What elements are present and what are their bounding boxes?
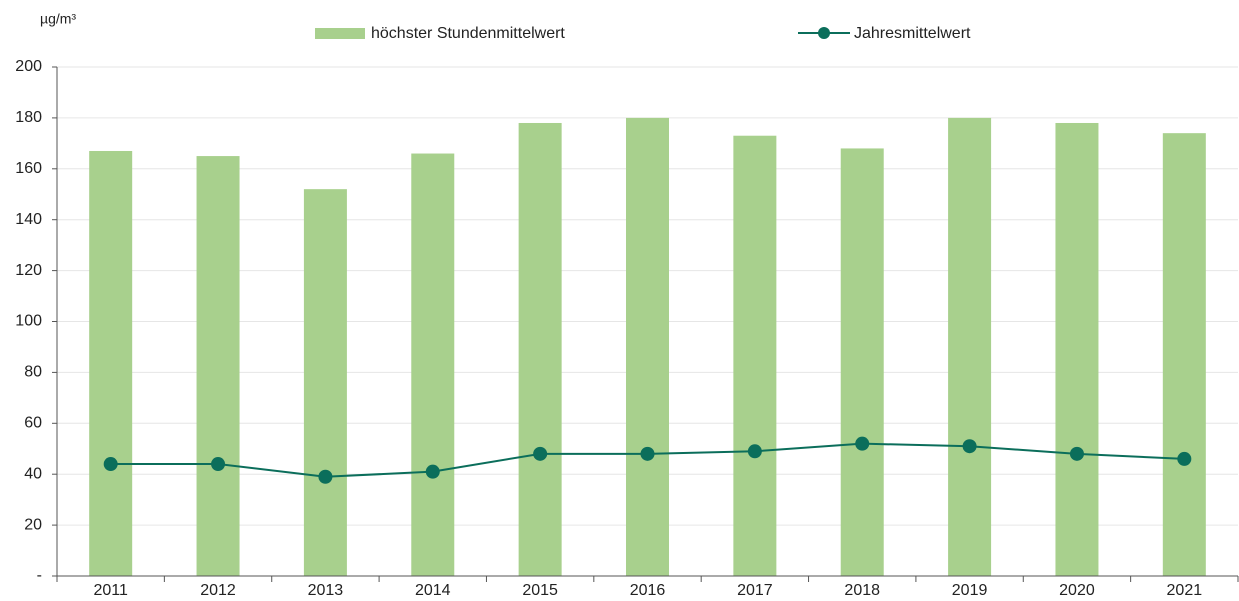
x-tick-label: 2021 (1167, 582, 1203, 599)
x-tick-label: 2015 (522, 582, 558, 599)
bar (840, 148, 884, 576)
bar (411, 153, 455, 576)
x-tick-label: 2018 (844, 582, 880, 599)
bar (948, 117, 992, 577)
bar (626, 117, 669, 577)
y-tick-label: 140 (15, 211, 42, 228)
y-tick-label: 20 (24, 516, 42, 533)
point (855, 436, 870, 451)
legend-swatch (315, 28, 365, 39)
bar (1055, 122, 1099, 577)
point (962, 439, 977, 454)
point (318, 469, 333, 484)
x-tick-label: 2020 (1059, 582, 1095, 599)
y-tick-label: 80 (24, 364, 42, 381)
point (533, 446, 548, 461)
point (211, 457, 226, 472)
y-tick-label: 60 (24, 415, 42, 432)
bar (89, 150, 133, 577)
point (425, 464, 440, 479)
bar (196, 156, 240, 576)
y-tick-label: 120 (15, 262, 42, 279)
bar (733, 135, 777, 576)
y-tick-label: 40 (24, 465, 42, 482)
x-tick-label: 2019 (952, 582, 988, 599)
y-axis-label: µg/m³ (40, 11, 76, 27)
y-tick-label: - (37, 567, 42, 584)
x-tick-label: 2017 (737, 582, 773, 599)
bar (518, 122, 562, 577)
point (747, 444, 762, 459)
y-tick-label: 200 (15, 58, 42, 75)
legend-label: höchster Stundenmittelwert (371, 25, 565, 42)
legend-label: Jahresmittelwert (854, 25, 971, 42)
point (1177, 451, 1192, 466)
y-tick-label: 180 (15, 109, 42, 126)
x-tick-label: 2013 (308, 582, 344, 599)
legend-swatch (818, 27, 830, 39)
x-tick-label: 2016 (630, 582, 666, 599)
y-tick-label: 100 (15, 313, 42, 330)
point (103, 457, 118, 472)
x-tick-label: 2011 (93, 582, 128, 599)
bar (1162, 133, 1206, 577)
bar (303, 189, 347, 576)
point (640, 446, 655, 461)
x-tick-label: 2012 (200, 582, 236, 599)
x-tick-label: 2014 (415, 582, 451, 599)
y-tick-label: 160 (15, 160, 42, 177)
point (1069, 446, 1084, 461)
